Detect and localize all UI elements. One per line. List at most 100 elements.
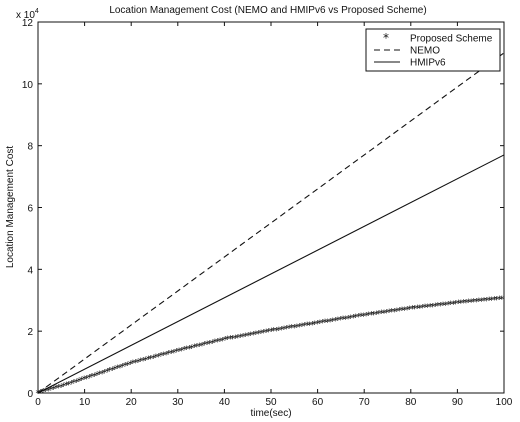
y-tick-label: 4 (27, 265, 33, 276)
proposed-scheme-point: * (484, 296, 489, 307)
proposed-scheme-point: * (107, 366, 112, 377)
proposed-scheme-point: * (487, 296, 492, 307)
proposed-scheme-point: * (476, 297, 481, 308)
proposed-scheme-point: * (499, 294, 504, 305)
proposed-scheme-point: * (207, 339, 212, 350)
proposed-scheme-point: * (69, 379, 74, 390)
proposed-scheme-point: * (256, 329, 261, 340)
proposed-scheme-point: * (374, 309, 379, 320)
proposed-scheme-point: * (105, 367, 110, 378)
proposed-scheme-point: * (74, 377, 79, 388)
proposed-scheme-point: * (217, 336, 222, 347)
x-tick-label: 30 (172, 397, 184, 408)
proposed-scheme-point: * (430, 302, 435, 313)
proposed-scheme-point: * (307, 320, 312, 331)
proposed-scheme-point: * (38, 388, 43, 399)
proposed-scheme-point: * (36, 389, 41, 400)
proposed-scheme-point: * (423, 303, 428, 314)
proposed-scheme-point: * (494, 295, 499, 306)
proposed-scheme-point: * (387, 308, 392, 319)
proposed-scheme-point: * (233, 333, 238, 344)
proposed-scheme-point: * (59, 382, 64, 393)
proposed-scheme-point: * (100, 369, 105, 380)
proposed-scheme-point: * (264, 328, 269, 339)
proposed-scheme-point: * (176, 346, 181, 357)
proposed-scheme-point: * (287, 324, 292, 335)
proposed-scheme-point: * (405, 305, 410, 316)
proposed-scheme-point: * (302, 321, 307, 332)
proposed-scheme-point: * (292, 323, 297, 334)
proposed-scheme-point: * (440, 301, 445, 312)
y-tick-label: 8 (27, 142, 33, 153)
proposed-scheme-point: * (410, 304, 415, 315)
proposed-scheme-point: * (433, 301, 438, 312)
proposed-scheme-point: * (248, 330, 253, 341)
proposed-scheme-point: * (261, 328, 266, 339)
proposed-scheme-point: * (428, 302, 433, 313)
proposed-scheme-point: * (56, 383, 61, 394)
proposed-scheme-point: * (328, 317, 333, 328)
y-axis-label: Location Management Cost (5, 146, 16, 269)
proposed-scheme-point: * (171, 348, 176, 359)
x-tick-label: 20 (126, 397, 138, 408)
proposed-scheme-point: * (151, 353, 156, 364)
proposed-scheme-point: * (443, 300, 448, 311)
proposed-scheme-point: * (84, 374, 89, 385)
proposed-scheme-point: * (310, 320, 315, 331)
proposed-scheme-point: * (461, 298, 466, 309)
proposed-scheme-point: * (464, 298, 469, 309)
proposed-scheme-point: * (417, 303, 422, 314)
x-axis-ticks: 0 10 20 30 40 50 60 70 80 90 100 (35, 22, 513, 408)
proposed-scheme-point: * (230, 334, 235, 345)
proposed-scheme-point: * (118, 363, 123, 374)
x-tick-label: 80 (405, 397, 417, 408)
proposed-scheme-point: * (369, 310, 374, 321)
proposed-scheme-point: * (189, 343, 194, 354)
proposed-scheme-point: * (187, 344, 192, 355)
proposed-scheme-point: * (120, 362, 125, 373)
chart-title: Location Management Cost (NEMO and HMIPv… (109, 5, 426, 16)
proposed-scheme-point: * (325, 317, 330, 328)
proposed-scheme-point: * (77, 376, 82, 387)
series-hmipv6-line (37, 154, 505, 394)
proposed-scheme-point: * (125, 360, 130, 371)
proposed-scheme-point: * (243, 331, 248, 342)
proposed-scheme-point: * (453, 299, 458, 310)
series-proposed-scheme-markers: ****************************************… (36, 294, 505, 399)
proposed-scheme-point: * (358, 312, 363, 323)
proposed-scheme-point: * (394, 306, 399, 317)
proposed-scheme-point: * (253, 329, 258, 340)
proposed-scheme-point: * (343, 314, 348, 325)
proposed-scheme-point: * (315, 319, 320, 330)
x-tick-label: 10 (79, 397, 91, 408)
proposed-scheme-point: * (392, 307, 397, 318)
proposed-scheme-point: * (451, 299, 456, 310)
proposed-scheme-point: * (64, 381, 69, 392)
proposed-scheme-point: * (220, 336, 225, 347)
proposed-scheme-point: * (141, 356, 146, 367)
proposed-scheme-point: * (323, 318, 328, 329)
proposed-scheme-point: * (156, 352, 161, 363)
proposed-scheme-point: * (361, 311, 366, 322)
x-tick-label: 50 (265, 397, 277, 408)
x-axis-label: time(sec) (250, 408, 291, 419)
proposed-scheme-point: * (43, 386, 48, 397)
proposed-scheme-point: * (338, 315, 343, 326)
proposed-scheme-point: * (312, 319, 317, 330)
proposed-scheme-point: * (271, 326, 276, 337)
proposed-scheme-point: * (284, 324, 289, 335)
y-axis-ticks: 0 2 4 6 8 10 12 (22, 18, 504, 400)
proposed-scheme-point: * (276, 325, 281, 336)
proposed-scheme-point: * (492, 295, 497, 306)
proposed-scheme-point: * (194, 342, 199, 353)
proposed-scheme-point: * (110, 365, 115, 376)
proposed-scheme-point: * (228, 334, 233, 345)
proposed-scheme-point: * (415, 304, 420, 315)
proposed-scheme-point: * (282, 325, 287, 336)
legend-star-icon: * (383, 31, 389, 45)
proposed-scheme-point: * (481, 296, 486, 307)
proposed-scheme-point: * (82, 375, 87, 386)
proposed-scheme-point: * (225, 335, 230, 346)
proposed-scheme-point: * (130, 359, 135, 370)
proposed-scheme-point: * (92, 371, 97, 382)
